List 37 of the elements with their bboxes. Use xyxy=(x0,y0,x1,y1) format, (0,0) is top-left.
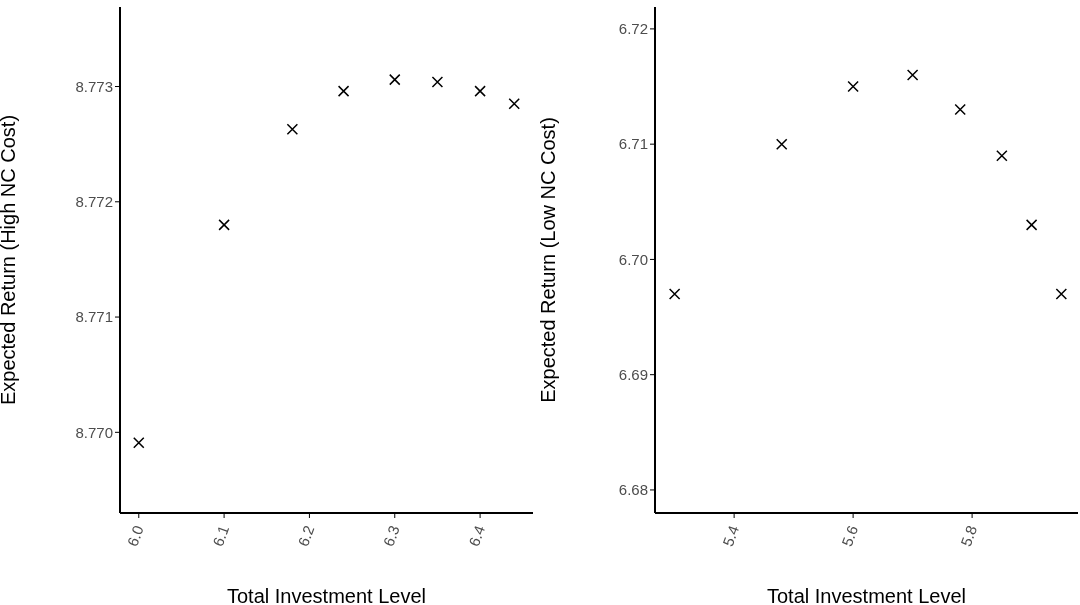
point xyxy=(431,76,444,88)
x-tick-label: 5.8 xyxy=(956,523,981,549)
y-axis-title: Expected Return (High NC Cost) xyxy=(0,114,20,406)
point xyxy=(668,288,681,300)
point xyxy=(389,73,401,86)
y-tick-label: 8.771 xyxy=(75,308,113,326)
x-tick-label: 6.0 xyxy=(123,523,147,549)
point xyxy=(906,69,919,81)
y-tick-label: 6.71 xyxy=(618,135,648,153)
x-tick-label: 5.6 xyxy=(837,523,862,549)
y-tick-label: 8.773 xyxy=(75,77,113,95)
y-tick-label: 6.72 xyxy=(618,20,648,38)
point xyxy=(954,103,966,116)
y-tick-label: 8.772 xyxy=(75,193,113,211)
x-axis-title: Total Investment Level xyxy=(767,585,966,605)
point xyxy=(996,149,1008,162)
x-tick-label: 6.4 xyxy=(464,523,489,549)
y-axis-title: Expected Return (Low NC Cost) xyxy=(537,117,560,403)
point xyxy=(474,85,486,97)
y-tick-label: 8.770 xyxy=(75,423,113,441)
x-tick-label: 5.4 xyxy=(719,523,743,549)
x-axis-title: Total Investment Level xyxy=(227,585,426,605)
point xyxy=(218,219,230,231)
point xyxy=(1025,219,1038,231)
point xyxy=(1055,288,1068,300)
x-tick-label: 6.1 xyxy=(208,523,233,549)
point xyxy=(775,138,788,150)
point xyxy=(847,80,859,93)
y-tick-label: 6.70 xyxy=(618,250,648,268)
y-tick-label: 6.69 xyxy=(618,366,648,384)
point xyxy=(133,436,145,449)
x-tick-label: 6.2 xyxy=(294,523,318,549)
y-tick-label: 6.68 xyxy=(618,481,648,499)
x-tick-label: 6.3 xyxy=(379,523,403,549)
point xyxy=(337,85,350,97)
point xyxy=(508,98,520,110)
point xyxy=(286,123,299,135)
